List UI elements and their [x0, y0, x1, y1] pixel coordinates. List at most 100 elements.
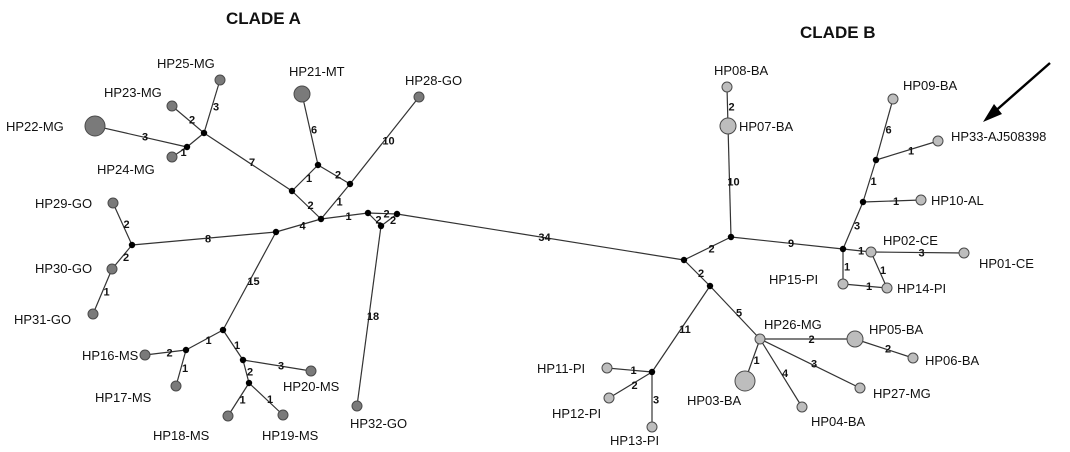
median-vector-node	[727, 233, 735, 241]
haplotype-node	[932, 135, 944, 147]
haplotype-label: HP02-CE	[883, 233, 938, 248]
mutation-step-count: 2	[708, 244, 714, 256]
mutation-step-count: 2	[885, 344, 891, 356]
haplotype-label: HP21-MT	[289, 64, 345, 79]
network-edge	[862, 159, 877, 203]
haplotype-label: HP03-BA	[687, 393, 742, 408]
mutation-step-count: 1	[336, 197, 342, 209]
haplotype-label: HP18-MS	[153, 428, 210, 443]
network-edge	[349, 96, 420, 185]
median-vector-node	[272, 228, 280, 236]
network-edge	[186, 132, 205, 148]
median-vector-node	[680, 256, 688, 264]
network-edge	[222, 329, 244, 361]
median-vector-node	[706, 282, 714, 290]
haplotype-node	[305, 365, 317, 377]
haplotype-node	[915, 194, 927, 206]
haplotype-node	[837, 278, 849, 290]
network-edge	[317, 164, 351, 185]
mutation-step-count: 2	[123, 219, 129, 231]
haplotype-label: HP16-MS	[82, 348, 139, 363]
mutation-step-count: 2	[631, 380, 637, 392]
network-edge	[759, 338, 803, 408]
network-edge	[759, 338, 861, 389]
mutation-step-count: 11	[679, 324, 691, 336]
median-vector-node	[219, 326, 227, 334]
network-edge	[683, 259, 711, 287]
network-edge	[875, 140, 939, 161]
mutation-step-count: 1	[880, 265, 886, 277]
network-edge	[870, 251, 965, 254]
network-edge	[275, 218, 322, 233]
haplotype-label: HP28-GO	[405, 73, 462, 88]
mutation-step-count: 1	[893, 196, 899, 208]
mutation-step-count: 1	[858, 246, 864, 258]
haplotype-label: HP13-PI	[610, 433, 659, 448]
mutation-step-count: 3	[142, 132, 148, 144]
mutation-step-count: 15	[247, 276, 259, 288]
haplotype-node	[351, 400, 363, 412]
mutation-step-count: 2	[123, 252, 129, 264]
network-edge	[92, 268, 113, 315]
mutation-step-count: 2	[307, 200, 313, 212]
network-edge	[842, 201, 864, 250]
network-edges	[92, 79, 965, 427]
haplotype-node	[166, 100, 178, 112]
median-vector-node	[648, 368, 656, 376]
haplotype-node	[166, 151, 178, 163]
network-edge	[356, 225, 382, 407]
mutation-step-count: 2	[390, 215, 396, 227]
median-vector-node	[288, 187, 296, 195]
mutation-step-count: 2	[698, 268, 704, 280]
mutation-step-count: 2	[247, 367, 253, 379]
mutation-step-count: 2	[166, 348, 172, 360]
haplotype-label: HP33-AJ508398	[951, 129, 1046, 144]
haplotype-node	[887, 93, 899, 105]
network-edge	[222, 231, 277, 331]
median-vector-node	[245, 379, 253, 387]
haplotype-label: HP04-BA	[811, 414, 866, 429]
network-edge	[842, 283, 888, 289]
mutation-step-count: 2	[335, 170, 341, 182]
network-edge	[185, 329, 224, 351]
mutation-step-count: 10	[727, 177, 739, 189]
mutation-step-count: 3	[811, 359, 817, 371]
mutation-step-count: 5	[736, 308, 742, 320]
mutation-step-count: 1	[345, 211, 351, 223]
network-edge	[683, 236, 732, 261]
haplotype-label: HP17-MS	[95, 390, 152, 405]
haplotype-node	[603, 392, 615, 404]
haplotype-node	[107, 197, 119, 209]
network-edge	[608, 371, 653, 399]
network-edge	[171, 105, 205, 134]
mutation-step-count: 2	[375, 215, 381, 227]
haplotype-node	[293, 85, 311, 103]
network-edge	[242, 359, 250, 384]
haplotype-label: HP23-MG	[104, 85, 162, 100]
mutation-step-count: 2	[728, 102, 734, 114]
mutation-step-count: 1	[844, 262, 850, 274]
mutation-step-count: 18	[367, 311, 379, 323]
haplotype-node	[958, 247, 970, 259]
network-edge	[727, 125, 732, 238]
network-edge	[175, 349, 187, 387]
haplotype-node	[277, 409, 289, 421]
haplotype-label: HP09-BA	[903, 78, 958, 93]
haplotype-node	[413, 91, 425, 103]
mutation-step-count: 6	[885, 125, 891, 137]
haplotype-label: HP05-BA	[869, 322, 924, 337]
mutation-step-count: 1	[630, 365, 636, 377]
haplotype-label: HP15-PI	[769, 272, 818, 287]
haplotype-label: HP06-BA	[925, 353, 980, 368]
haplotype-label: HP27-MG	[873, 386, 931, 401]
haplotype-label: HP30-GO	[35, 261, 92, 276]
mutation-step-count: 34	[538, 232, 551, 244]
median-vector-node	[393, 210, 401, 218]
mutation-step-count: 1	[205, 335, 211, 347]
network-edge	[131, 231, 277, 246]
mutation-step-count: 3	[278, 361, 284, 373]
network-edge	[380, 213, 398, 227]
mutation-step-count: 1	[234, 340, 240, 352]
